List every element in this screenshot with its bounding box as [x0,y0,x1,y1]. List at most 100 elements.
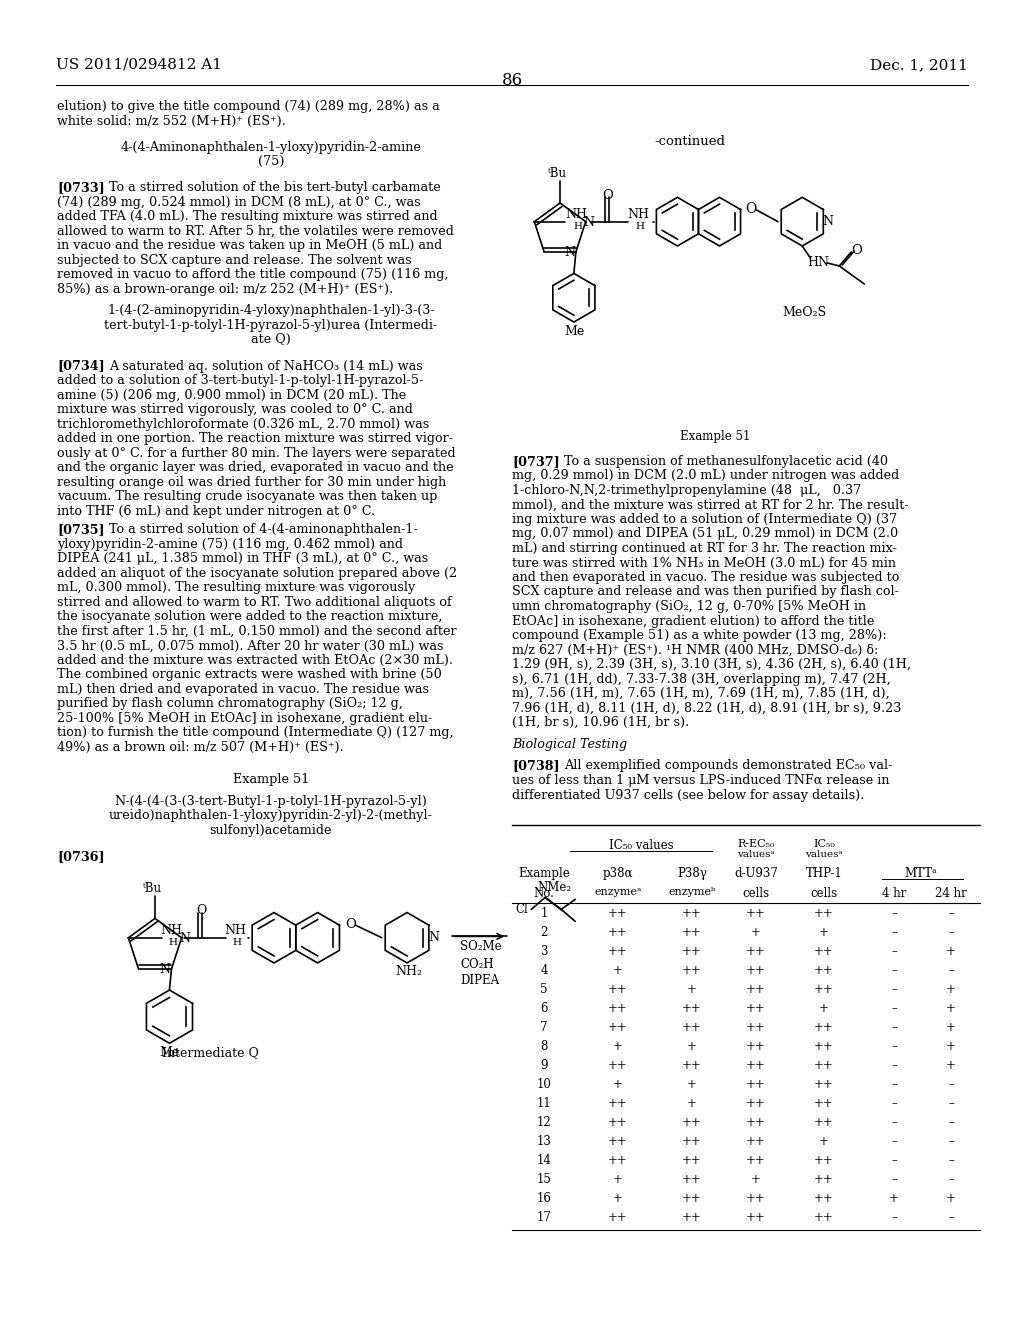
Text: ++: ++ [682,964,701,977]
Text: 6: 6 [541,1002,548,1015]
Text: ᵗBu: ᵗBu [548,168,567,181]
Text: IC₅₀ values: IC₅₀ values [608,838,674,851]
Text: 15: 15 [537,1172,552,1185]
Text: [0738]: [0738] [512,759,560,772]
Text: yloxy)pyridin-2-amine (75) (116 mg, 0.462 mmol) and: yloxy)pyridin-2-amine (75) (116 mg, 0.46… [57,539,403,550]
Text: –: – [948,1115,954,1129]
Text: mmol), and the mixture was stirred at RT for 2 hr. The result-: mmol), and the mixture was stirred at RT… [512,499,908,511]
Text: ureido)naphthalen-1-yloxy)pyridin-2-yl)-2-(methyl-: ureido)naphthalen-1-yloxy)pyridin-2-yl)-… [110,809,433,822]
Text: –: – [948,907,954,920]
Text: mL) and stirring continued at RT for 3 hr. The reaction mix-: mL) and stirring continued at RT for 3 h… [512,543,897,554]
Text: +: + [819,925,829,939]
Text: ++: ++ [746,1020,766,1034]
Text: Example 51: Example 51 [232,772,309,785]
Text: ++: ++ [746,964,766,977]
Text: added TFA (4.0 mL). The resulting mixture was stirred and: added TFA (4.0 mL). The resulting mixtur… [57,210,437,223]
Text: 14: 14 [537,1154,552,1167]
Text: ++: ++ [814,1097,834,1110]
Text: MeO₂S: MeO₂S [782,306,826,319]
Text: (74) (289 mg, 0.524 mmol) in DCM (8 mL), at 0° C., was: (74) (289 mg, 0.524 mmol) in DCM (8 mL),… [57,195,421,209]
Text: [0736]: [0736] [57,850,104,863]
Text: 3: 3 [541,945,548,958]
Text: 5: 5 [541,983,548,995]
Text: 85%) as a brown-orange oil: m/z 252 (M+H)⁺ (ES⁺).: 85%) as a brown-orange oil: m/z 252 (M+H… [57,282,393,296]
Text: ++: ++ [608,983,628,995]
Text: –: – [891,983,897,995]
Text: ++: ++ [608,1097,628,1110]
Text: removed in vacuo to afford the title compound (75) (116 mg,: removed in vacuo to afford the title com… [57,268,449,281]
Text: [0737]: [0737] [512,455,560,469]
Text: –: – [891,1040,897,1053]
Text: allowed to warm to RT. After 5 hr, the volatiles were removed: allowed to warm to RT. After 5 hr, the v… [57,224,454,238]
Text: 7.96 (1H, d), 8.11 (1H, d), 8.22 (1H, d), 8.91 (1H, br s), 9.23: 7.96 (1H, d), 8.11 (1H, d), 8.22 (1H, d)… [512,701,901,714]
Text: O: O [197,904,207,917]
Text: ++: ++ [814,1192,834,1205]
Text: NH: NH [224,924,247,937]
Text: mg, 0.29 mmol) in DCM (2.0 mL) under nitrogen was added: mg, 0.29 mmol) in DCM (2.0 mL) under nit… [512,470,899,483]
Text: cells: cells [810,887,838,900]
Text: +: + [687,1040,697,1053]
Text: added an aliquot of the isocyanate solution prepared above (2: added an aliquot of the isocyanate solut… [57,566,457,579]
Text: –: – [891,1115,897,1129]
Text: THP-1: THP-1 [806,867,843,879]
Text: +: + [751,925,761,939]
Text: +: + [889,1192,899,1205]
Text: N: N [428,931,439,944]
Text: +: + [687,1097,697,1110]
Text: elution) to give the title compound (74) (289 mg, 28%) as a: elution) to give the title compound (74)… [57,100,439,114]
Text: ture was stirred with 1% NH₃ in MeOH (3.0 mL) for 45 min: ture was stirred with 1% NH₃ in MeOH (3.… [512,557,896,569]
Text: ++: ++ [682,925,701,939]
Text: ++: ++ [814,1154,834,1167]
Text: enzymeᵇ: enzymeᵇ [669,887,716,896]
Text: EtOAc] in isohexane, gradient elution) to afford the title: EtOAc] in isohexane, gradient elution) t… [512,615,874,627]
Text: ously at 0° C. for a further 80 min. The layers were separated: ously at 0° C. for a further 80 min. The… [57,446,456,459]
Text: –: – [891,1097,897,1110]
Text: added to a solution of 3-tert-butyl-1-p-tolyl-1H-pyrazol-5-: added to a solution of 3-tert-butyl-1-p-… [57,374,423,387]
Text: 13: 13 [537,1135,552,1148]
Text: H: H [168,937,177,946]
Text: ᵗBu: ᵗBu [143,882,162,895]
Text: +: + [687,1077,697,1090]
Text: 3.5 hr (0.5 mL, 0.075 mmol). After 20 hr water (30 mL) was: 3.5 hr (0.5 mL, 0.075 mmol). After 20 hr… [57,639,443,652]
Text: N: N [564,246,574,259]
Text: Example 51: Example 51 [680,430,751,444]
Text: To a suspension of methanesulfonylacetic acid (40: To a suspension of methanesulfonylacetic… [564,455,888,469]
Text: +: + [751,1172,761,1185]
Text: 8: 8 [541,1040,548,1053]
Text: +: + [946,1059,956,1072]
Text: ++: ++ [608,1210,628,1224]
Text: ++: ++ [608,925,628,939]
Text: O: O [345,919,356,931]
Text: NH: NH [628,207,649,220]
Text: R-EC₅₀: R-EC₅₀ [737,838,775,849]
Text: ++: ++ [608,1115,628,1129]
Text: +: + [819,1135,829,1148]
Text: subjected to SCX capture and release. The solvent was: subjected to SCX capture and release. Th… [57,253,412,267]
Text: ++: ++ [814,1115,834,1129]
Text: white solid: m/z 552 (M+H)⁺ (ES⁺).: white solid: m/z 552 (M+H)⁺ (ES⁺). [57,115,286,128]
Text: mixture was stirred vigorously, was cooled to 0° C. and: mixture was stirred vigorously, was cool… [57,403,413,416]
Text: +: + [613,1077,623,1090]
Text: ues of less than 1 μM versus LPS-induced TNFα release in: ues of less than 1 μM versus LPS-induced… [512,774,890,787]
Text: valuesᵃ: valuesᵃ [737,850,775,859]
Text: NH: NH [160,924,182,937]
Text: –: – [891,925,897,939]
Text: trichloromethylchloroformate (0.326 mL, 2.70 mmol) was: trichloromethylchloroformate (0.326 mL, … [57,417,429,430]
Text: Intermediate Q: Intermediate Q [162,1047,258,1060]
Text: Cl: Cl [515,903,528,916]
Text: 1-(4-(2-aminopyridin-4-yloxy)naphthalen-1-yl)-3-(3-: 1-(4-(2-aminopyridin-4-yloxy)naphthalen-… [108,305,435,317]
Text: ing mixture was added to a solution of (Intermediate Q) (37: ing mixture was added to a solution of (… [512,513,897,525]
Text: tion) to furnish the title compound (Intermediate Q) (127 mg,: tion) to furnish the title compound (Int… [57,726,454,739]
Text: HN: HN [807,256,829,269]
Text: Example: Example [518,867,570,879]
Text: ++: ++ [608,1002,628,1015]
Text: amine (5) (206 mg, 0.900 mmol) in DCM (20 mL). The: amine (5) (206 mg, 0.900 mmol) in DCM (2… [57,388,407,401]
Text: ++: ++ [682,945,701,958]
Text: NH₂: NH₂ [395,965,422,978]
Text: tert-butyl-1-p-tolyl-1H-pyrazol-5-yl)urea (Intermedi-: tert-butyl-1-p-tolyl-1H-pyrazol-5-yl)ure… [104,319,437,331]
Text: ++: ++ [814,983,834,995]
Text: ++: ++ [746,1135,766,1148]
Text: ++: ++ [746,1077,766,1090]
Text: –: – [948,1077,954,1090]
Text: ++: ++ [746,1040,766,1053]
